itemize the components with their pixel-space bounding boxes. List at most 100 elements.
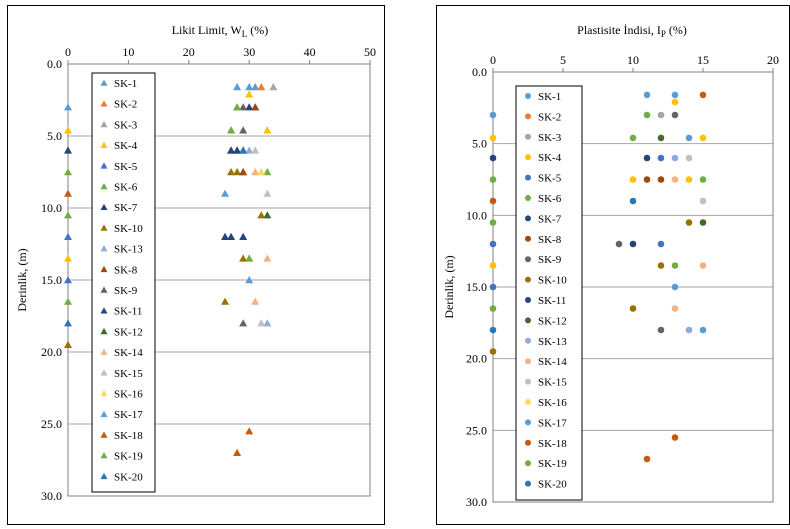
- legend-marker: [525, 460, 531, 467]
- plasticity-index-chart-panel: Plastisite İndisi, IP (%) Derinlik, (m) 0.…: [436, 5, 790, 525]
- data-point: [269, 83, 278, 91]
- axis-data-point: [489, 283, 497, 291]
- data-point: [657, 240, 665, 248]
- axis-data-point: [489, 111, 497, 119]
- x-tick-label: 15: [697, 53, 709, 67]
- x-tick-label: 10: [122, 45, 134, 59]
- axis-data-point: [64, 189, 72, 197]
- legend-label: SK-19: [538, 458, 567, 470]
- legend-label: SK-18: [114, 430, 143, 442]
- data-point: [629, 197, 637, 205]
- axis-data-point: [64, 126, 72, 134]
- y-tick-label: 20.0: [41, 345, 62, 359]
- y-tick-label: 30.0: [41, 489, 62, 503]
- y-tick-label: 10.0: [466, 208, 487, 222]
- data-point: [257, 319, 266, 327]
- series-sk-20: [239, 146, 248, 154]
- x-tick-label: 30: [243, 45, 255, 59]
- legend-label: SK-6: [538, 193, 562, 205]
- data-point: [263, 319, 272, 327]
- legend-marker: [100, 183, 108, 190]
- legend-label: SK-17: [538, 417, 567, 429]
- data-point: [263, 254, 272, 262]
- legend-marker: [100, 307, 108, 314]
- x-tick-label: 20: [767, 53, 779, 67]
- axis-data-point: [489, 134, 497, 142]
- series-sk-18: [643, 91, 707, 463]
- data-point: [245, 276, 254, 284]
- data-point: [671, 262, 679, 269]
- axis-data-point: [489, 262, 497, 269]
- data-point: [245, 146, 254, 154]
- x-tick-label: 5: [560, 53, 566, 67]
- data-point: [221, 232, 230, 240]
- legend-label: SK-10: [538, 275, 567, 287]
- data-point: [233, 448, 242, 456]
- chart-title: Likit Limit, WL (%): [172, 23, 269, 39]
- data-point: [671, 98, 679, 106]
- legend-marker: [525, 276, 531, 283]
- axis-data-point: [64, 297, 72, 305]
- data-point: [671, 434, 679, 441]
- series-sk-8: [239, 103, 260, 176]
- y-tick-label: 30.0: [466, 495, 487, 509]
- legend-marker: [525, 133, 531, 140]
- series-sk-8: [643, 176, 665, 183]
- data-point: [221, 297, 230, 305]
- legend-label: SK-8: [538, 234, 562, 246]
- legend-marker: [100, 79, 108, 86]
- series-sk-19: [699, 176, 707, 183]
- data-point: [685, 134, 693, 142]
- series-sk-2: [257, 83, 266, 91]
- legend-marker: [525, 378, 531, 385]
- series-sk-20: [629, 197, 637, 205]
- x-tick-label: 40: [304, 45, 316, 59]
- series-sk-3: [269, 83, 278, 91]
- data-point: [257, 168, 266, 176]
- axis-data-point: [64, 276, 72, 284]
- data-point: [643, 176, 651, 183]
- legend-label: SK-15: [114, 368, 143, 380]
- axis-data-point: [489, 219, 497, 226]
- data-point: [245, 427, 254, 435]
- data-point: [239, 168, 248, 176]
- data-point: [671, 154, 679, 162]
- legend-marker: [525, 317, 531, 324]
- data-point: [227, 232, 236, 240]
- series-sk-12: [657, 134, 707, 226]
- data-point: [657, 154, 665, 162]
- legend-marker: [525, 174, 531, 181]
- chart-title: Plastisite İndisi, IP (%): [577, 23, 687, 39]
- series-sk-11: [233, 146, 248, 240]
- axis-data-point: [489, 197, 497, 205]
- data-point: [699, 326, 707, 334]
- data-point: [685, 154, 693, 162]
- series-sk-17: [671, 134, 707, 334]
- series-sk-5: [657, 154, 665, 248]
- data-point: [251, 103, 260, 111]
- legend-label: SK-5: [114, 161, 138, 173]
- series-sk-16: [257, 168, 266, 176]
- legend-marker: [100, 369, 108, 376]
- legend-marker: [100, 410, 108, 417]
- series-sk-12: [263, 211, 272, 219]
- data-point: [263, 168, 272, 176]
- legend-label: SK-5: [538, 173, 562, 185]
- plasticity-index-chart: Plastisite İndisi, IP (%) Derinlik, (m) 0.…: [442, 23, 779, 509]
- legend-label: SK-4: [538, 152, 562, 164]
- data-point: [251, 83, 260, 91]
- data-point: [657, 262, 665, 269]
- data-point: [233, 146, 242, 154]
- legend: SK-1 SK-2 SK-3 SK-4 SK-5 SK-6 SK-7 SK-8 SK-9 SK-1…: [515, 85, 583, 501]
- data-point: [699, 262, 707, 269]
- legend-label: SK-13: [114, 244, 143, 256]
- data-point: [657, 111, 665, 119]
- series-sk-10: [629, 219, 693, 312]
- data-point: [699, 134, 707, 142]
- legend-marker: [100, 245, 108, 252]
- series-sk-1: [643, 91, 679, 99]
- legend-marker: [100, 203, 108, 210]
- axis-data-point: [64, 168, 72, 176]
- data-point: [643, 111, 651, 119]
- data-point: [685, 326, 693, 334]
